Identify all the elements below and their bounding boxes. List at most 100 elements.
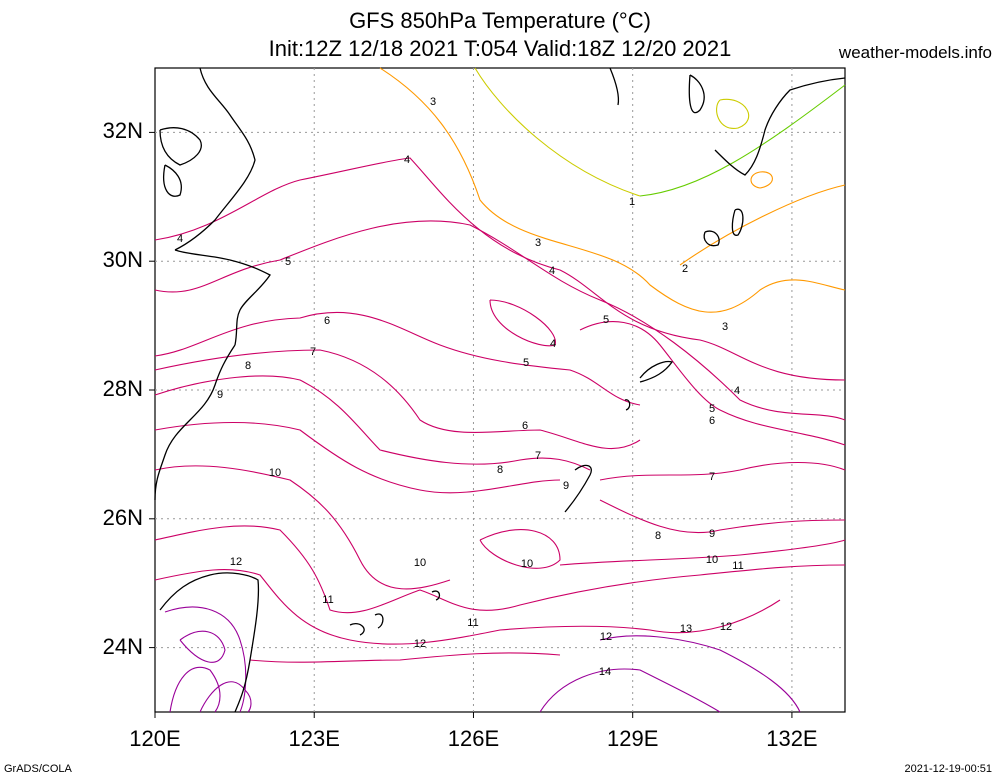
coastline [163, 164, 182, 197]
contour-label: 4 [404, 154, 410, 166]
contour-label: 12 [720, 621, 732, 633]
axis-ticks [149, 131, 793, 718]
coastline [609, 67, 620, 106]
isotherm [154, 311, 641, 406]
isotherm [479, 529, 561, 569]
isotherm [154, 220, 846, 421]
render-timestamp: 2021-12-19-00:51 [904, 763, 992, 775]
isotherm [154, 421, 561, 494]
coastline [159, 572, 260, 713]
lon-label: 120E [129, 726, 181, 751]
coastline [174, 249, 271, 346]
contour-label: 10 [269, 467, 281, 479]
site-watermark: weather-models.info [838, 43, 992, 62]
contour-label: 5 [709, 403, 715, 415]
isotherm [154, 465, 451, 590]
coastline [374, 613, 384, 629]
isotherm [679, 184, 846, 266]
contour-label: 12 [600, 631, 612, 643]
isotherm [750, 171, 773, 189]
isotherm [179, 630, 226, 663]
contour-label: 11 [732, 560, 743, 572]
contour-label: 11 [467, 617, 478, 629]
lat-label: 28N [102, 376, 143, 401]
coastline [154, 344, 236, 501]
coastline [431, 590, 441, 601]
isotherm [539, 668, 721, 713]
software-credit: GrADS/COLA [4, 763, 72, 775]
coastline [731, 208, 744, 236]
contour-label: 12 [414, 638, 426, 650]
lat-label: 26N [102, 504, 143, 530]
coastline [564, 464, 592, 513]
coastline [174, 67, 256, 251]
lon-label: 132E [766, 726, 818, 751]
coastlines [154, 67, 846, 713]
isotherm [559, 539, 846, 566]
contour-label: 8 [245, 360, 251, 372]
lon-label: 126E [447, 726, 500, 751]
contour-label: 9 [709, 528, 715, 540]
contour-label: 14 [599, 666, 611, 678]
contour-label: 10 [521, 558, 533, 570]
contour-label: 5 [603, 314, 609, 326]
lat-label: 24N [102, 633, 143, 659]
coastline [688, 74, 705, 114]
coastline [714, 77, 846, 176]
contour-label: 3 [535, 237, 541, 249]
contour-label: 5 [523, 357, 529, 369]
isotherm [154, 349, 641, 450]
contour-label: 6 [522, 420, 528, 432]
gridlines [155, 68, 845, 712]
isotherm [249, 652, 561, 663]
isotherm [599, 635, 801, 713]
contour-label: 5 [285, 256, 291, 268]
coastline [639, 360, 674, 383]
contour-label: 7 [310, 346, 316, 358]
contour-label: 8 [497, 464, 503, 476]
lat-label: 30N [102, 247, 143, 273]
coastline [349, 623, 365, 636]
coastline [624, 399, 631, 411]
coastline [703, 230, 720, 247]
contour-label: 12 [230, 556, 242, 568]
isotherm [474, 67, 641, 197]
contour-label: 10 [706, 554, 718, 566]
isotherm [716, 98, 750, 129]
contour-label: 7 [709, 471, 715, 483]
isotherm [639, 84, 846, 197]
contour-label: 6 [709, 415, 715, 427]
contour-label: 6 [324, 315, 330, 327]
chart-subtitle: Init:12Z 12/18 2021 T:054 Valid:18Z 12/2… [268, 36, 732, 61]
isotherm [169, 667, 221, 713]
lon-label: 129E [606, 726, 659, 751]
contour-label: 7 [535, 450, 541, 462]
contour-label: 2 [682, 263, 688, 275]
isotherm [154, 525, 846, 614]
contour-label: 3 [722, 321, 728, 333]
contour-label: 9 [217, 389, 223, 401]
isotherm [199, 681, 252, 713]
isotherm [579, 321, 846, 446]
contour-label: 10 [414, 557, 426, 569]
contour-label: 4 [549, 265, 555, 277]
lat-label: 32N [102, 118, 143, 144]
isotherm [154, 569, 781, 645]
coastline [159, 127, 202, 166]
contour-label: 1 [629, 196, 635, 208]
contour-label: 8 [655, 530, 661, 542]
contour-label: 9 [563, 480, 569, 492]
contour-label: 4 [550, 338, 556, 350]
isotherm [379, 67, 846, 313]
lon-label: 123E [288, 726, 340, 751]
contour-label: 4 [734, 385, 740, 397]
isotherm [489, 299, 556, 347]
isotherm [164, 606, 247, 713]
contour-label: 3 [430, 96, 436, 108]
chart-title: GFS 850hPa Temperature (°C) [349, 8, 651, 33]
contour-lines [154, 67, 846, 713]
isotherm [599, 462, 846, 481]
contour-label: 13 [680, 623, 692, 635]
